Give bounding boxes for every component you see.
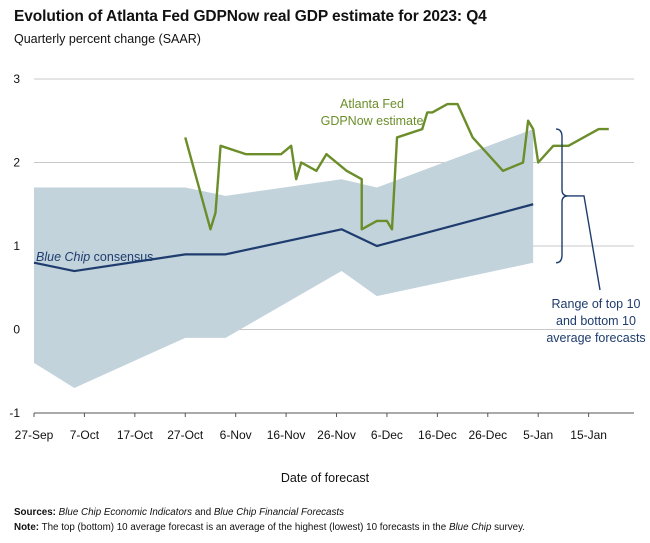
sources-and: and [192,507,214,518]
x-tick-label: 26-Nov [317,428,356,442]
x-tick-label: 16-Dec [418,428,457,442]
label-layer: Atlanta Fed GDPNow estimate Blue Chip cons… [36,97,646,345]
range-label-line: Range of top 10 [552,297,641,311]
x-tick-label: 6-Dec [371,428,403,442]
note-label: Note: [14,522,40,533]
y-tick-label: 1 [13,239,20,253]
y-tick-label: 2 [13,156,20,170]
forecast-range-band [34,129,534,388]
range-brace [555,128,569,264]
y-tick-label: -1 [9,406,20,420]
bluechip-label: Blue Chip consensus [36,250,153,264]
x-tick-label: 6-Nov [220,428,252,442]
note-line: Note: The top (bottom) 10 average foreca… [14,520,525,535]
range-leader-line [568,195,601,291]
y-tick-label: 0 [13,323,20,337]
x-tick-label: 16-Nov [267,428,306,442]
x-tick-label: 7-Oct [70,428,100,442]
chart-subtitle: Quarterly percent change (SAAR) [14,32,201,46]
x-tick-label: 15-Jan [570,428,607,442]
band-layer [34,129,534,388]
x-tick-label: 26-Dec [468,428,507,442]
y-tick-label: 3 [13,72,20,86]
axis-layer: -1 0 1 2 3 27-Sep 7-Oct 17-Oct 27-Oct 6-Nov 16-Nov… [9,72,607,442]
x-tick-label: 27-Oct [167,428,204,442]
note-italic: Blue Chip [448,522,492,533]
gdpnow-estimate-line [184,102,609,231]
sources-a: Blue Chip Economic Indicators [58,507,193,518]
chart-notes: Sources: Blue Chip Economic Indicators a… [14,505,525,535]
gdpnow-label-line2: GDPNow estimate [321,114,424,128]
gdpnow-label-line1: Atlanta Fed [340,97,404,111]
x-tick-label: 27-Sep [15,428,54,442]
x-tick-label: 5-Jan [523,428,553,442]
note-end: survey. [491,522,525,533]
sources-label: Sources: [14,507,56,518]
bluechip-label-italic: Blue Chip [36,250,90,264]
x-axis-label: Date of forecast [280,471,370,485]
range-label-line: and bottom 10 [556,314,636,328]
bluechip-label-rest: consensus [90,250,153,264]
line-layer [33,102,609,273]
sources-b: Blue Chip Financial Forecasts [213,507,345,518]
range-label-line: average forecasts [546,331,645,345]
chart-title: Evolution of Atlanta Fed GDPNow real GDP… [14,8,487,25]
x-tick-label: 17-Oct [117,428,154,442]
sources-line: Sources: Blue Chip Economic Indicators a… [14,505,525,520]
bluechip-consensus-line [33,203,534,273]
note-text: The top (bottom) 10 average forecast is … [39,522,449,533]
